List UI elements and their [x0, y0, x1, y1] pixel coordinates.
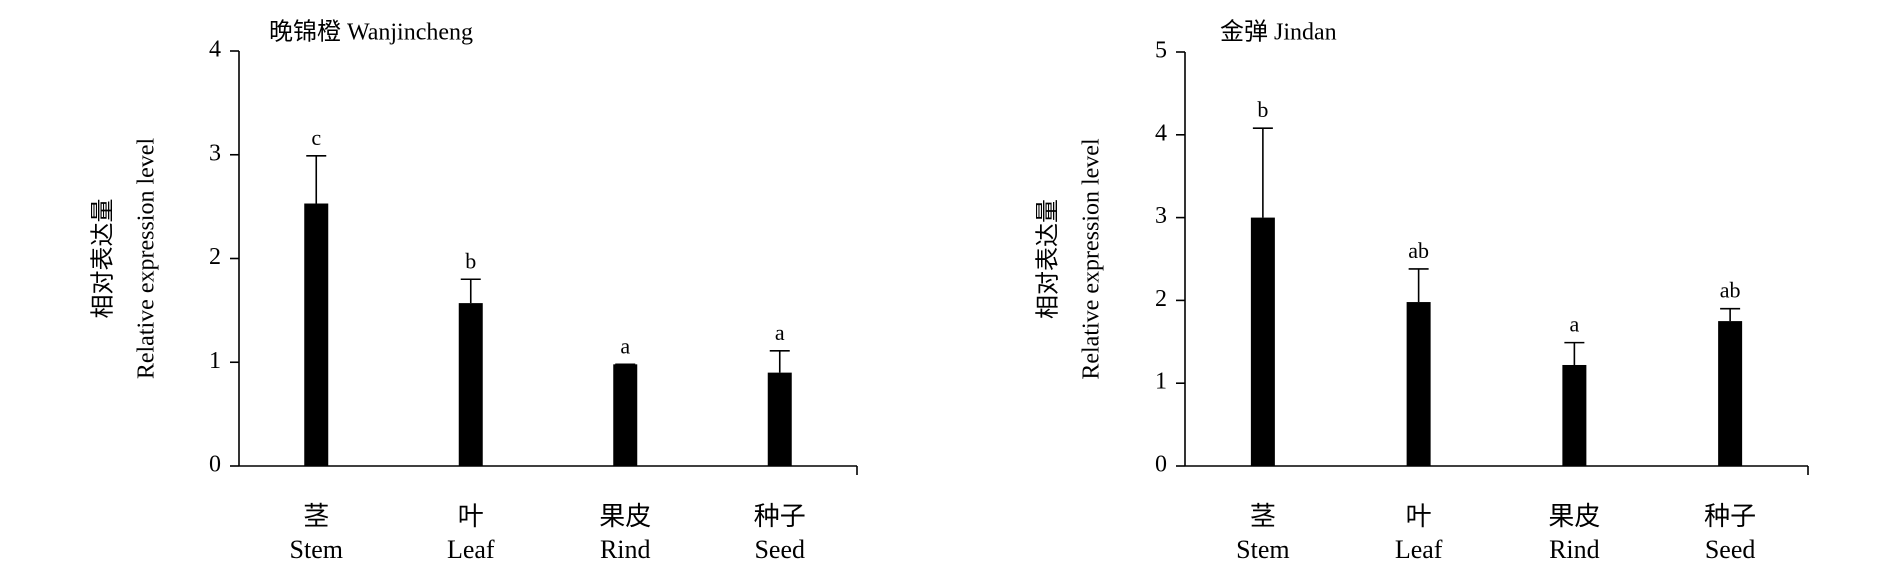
x-tick-label-en: Stem: [1236, 535, 1289, 564]
bar: [1250, 217, 1275, 466]
y-tick-label: 2: [209, 244, 221, 270]
x-tick-label-en: Stem: [290, 535, 343, 564]
chart: 晚锦橙 Wanjincheng 相对表达量 Relative expression …: [90, 19, 858, 564]
chart-title: 晚锦橙 Wanjincheng: [269, 19, 473, 46]
y-tick-label: 0: [209, 452, 221, 478]
bar: [458, 303, 483, 466]
x-tick-label: 果皮: [1548, 502, 1600, 531]
x-tick-label: 叶: [458, 502, 484, 531]
x-tick-label-en: Rind: [600, 535, 651, 564]
y-tick-label: 4: [1155, 120, 1167, 146]
x-tick-label-en: Leaf: [447, 535, 495, 564]
x-tick-label: 种子: [1704, 502, 1756, 531]
y-axis-label: 相对表达量: [1035, 199, 1062, 319]
x-tick-label: 叶: [1406, 502, 1432, 531]
bar: [613, 364, 638, 466]
y-tick-label: 0: [1155, 452, 1167, 478]
significance-letter: b: [465, 248, 476, 273]
y-axis-label: 相对表达量: [90, 199, 117, 319]
x-tick-label: 茎: [1250, 502, 1276, 531]
significance-letter: b: [1257, 97, 1268, 122]
bar: [1562, 364, 1587, 466]
x-tick-label-en: Leaf: [1395, 535, 1443, 564]
bar: [1718, 321, 1743, 466]
y-tick-label: 2: [1155, 286, 1167, 312]
y-axis-label: Relative expression level: [134, 138, 160, 380]
y-tick-label: 1: [209, 348, 221, 374]
significance-letter: a: [620, 333, 630, 358]
chart-title: 金弹 Jindan: [1220, 19, 1337, 46]
x-tick-label-en: Seed: [754, 535, 805, 564]
y-tick-label: 3: [1155, 203, 1167, 229]
y-tick-label: 3: [209, 140, 221, 166]
significance-letter: a: [775, 320, 785, 345]
x-tick-label: 种子: [754, 502, 806, 531]
chart: 金弹 Jindan 相对表达量 Relative expression level 0…: [1035, 19, 1809, 564]
x-tick-label-en: Rind: [1549, 535, 1600, 564]
significance-letter: a: [1569, 312, 1579, 337]
y-tick-label: 4: [209, 37, 221, 63]
significance-letter: ab: [1720, 278, 1741, 303]
y-axis-label: Relative expression level: [1079, 138, 1105, 380]
y-tick-label: 1: [1155, 369, 1167, 395]
bar: [1406, 302, 1431, 466]
x-tick-label: 果皮: [599, 502, 651, 531]
significance-letter: ab: [1408, 238, 1429, 263]
bar: [767, 372, 792, 466]
x-tick-label: 茎: [303, 502, 329, 531]
significance-letter: c: [311, 125, 321, 150]
bar: [304, 203, 329, 466]
y-tick-label: 5: [1155, 38, 1167, 64]
x-tick-label-en: Seed: [1705, 535, 1756, 564]
